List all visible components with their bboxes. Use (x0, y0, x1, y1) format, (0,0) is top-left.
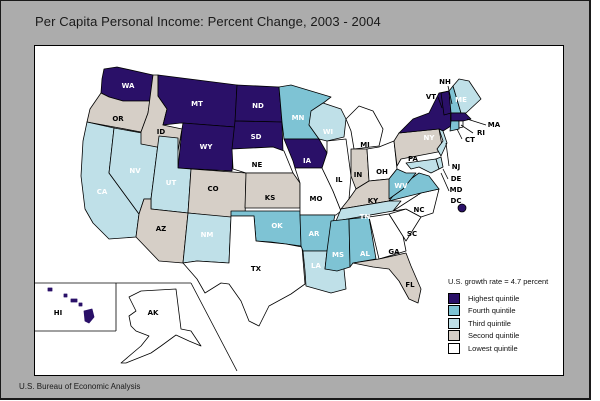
state-HI[interactable] (47, 287, 95, 324)
label-IA: IA (303, 157, 312, 165)
label-NH: NH (439, 78, 451, 86)
label-LA: LA (311, 262, 321, 270)
state-MA[interactable] (450, 112, 472, 122)
legend-heading: U.S. growth rate = 4.7 percent (448, 277, 549, 286)
legend-label: Highest quintile (468, 293, 520, 303)
state-KS[interactable] (244, 172, 301, 209)
label-AZ: AZ (156, 225, 167, 233)
label-CO: CO (207, 185, 218, 193)
label-GA: GA (388, 248, 400, 256)
label-VA: VA (418, 194, 429, 202)
state-WY[interactable] (177, 122, 236, 172)
label-ND: ND (252, 102, 264, 110)
state-MI[interactable] (345, 105, 384, 150)
label-KS: KS (265, 194, 275, 202)
us-map: WA OR CA ID NV MT WY UT AZ CO NM ND SD N… (34, 45, 564, 376)
label-PA: PA (408, 155, 418, 163)
label-ME: ME (455, 96, 467, 104)
ak-inset-border-diagonal (190, 282, 238, 372)
page-title: Per Capita Personal Income: Percent Chan… (35, 14, 381, 29)
label-NY: NY (424, 134, 436, 142)
state-CT[interactable] (449, 120, 460, 132)
legend-swatch-second (448, 330, 460, 342)
legend-item-fourth: Fourth quintile (448, 305, 548, 318)
state-DE[interactable] (435, 156, 444, 170)
state-WV[interactable] (388, 168, 417, 200)
legend-swatch-third (448, 317, 460, 329)
label-FL: FL (405, 281, 415, 289)
label-DE: DE (451, 175, 462, 183)
label-MD: MD (450, 186, 463, 194)
label-NV: NV (129, 167, 141, 175)
state-AK[interactable] (120, 288, 202, 364)
label-WY: WY (200, 143, 214, 151)
label-UT: UT (166, 179, 177, 187)
label-TN: TN (360, 213, 371, 221)
label-DC: DC (451, 197, 462, 205)
legend: U.S. growth rate = 4.7 percent Highest q… (448, 277, 548, 355)
state-GA[interactable] (368, 213, 407, 260)
label-OH: OH (376, 168, 388, 176)
legend-label: Lowest quintile (468, 343, 518, 353)
label-MA: MA (488, 121, 501, 129)
legend-swatch-fourth (448, 305, 460, 317)
label-RI: RI (477, 129, 485, 137)
label-KY: KY (368, 197, 379, 205)
label-MN: MN (292, 114, 305, 122)
label-NE: NE (252, 161, 263, 169)
legend-label: Third quintile (468, 318, 511, 328)
label-MO: MO (310, 195, 323, 203)
label-MT: MT (191, 100, 203, 108)
legend-item-lowest: Lowest quintile (448, 342, 548, 355)
state-NJ[interactable] (436, 128, 448, 157)
state-WI[interactable] (308, 102, 347, 142)
label-WI: WI (323, 128, 333, 136)
label-AL: AL (360, 250, 370, 258)
label-IN: IN (354, 171, 363, 179)
label-OR: OR (112, 115, 124, 123)
label-ID: ID (157, 128, 166, 136)
leader-lines (437, 85, 487, 192)
label-CT: CT (465, 136, 475, 144)
label-NM: NM (201, 231, 214, 239)
label-AK: AK (148, 309, 159, 317)
state-RI[interactable] (458, 120, 464, 129)
state-NE[interactable] (231, 146, 294, 174)
label-WV: WV (394, 182, 408, 190)
legend-item-third: Third quintile (448, 317, 548, 330)
label-IL: IL (335, 176, 343, 184)
state-FL[interactable] (352, 252, 422, 304)
state-TN[interactable] (335, 200, 402, 222)
legend-item-second: Second quintile (448, 330, 548, 343)
label-SC: SC (407, 230, 417, 238)
label-AR: AR (309, 230, 320, 238)
label-VT: VT (426, 93, 436, 101)
legend-swatch-highest (448, 292, 460, 304)
state-TX[interactable] (182, 215, 306, 327)
legend-item-highest: Highest quintile (448, 292, 548, 305)
label-SD: SD (251, 133, 262, 141)
label-MI: MI (360, 141, 370, 149)
legend-label: Second quintile (468, 331, 520, 341)
label-MS: MS (332, 251, 344, 259)
source-credit: U.S. Bureau of Economic Analysis (19, 382, 141, 391)
label-NC: NC (414, 206, 425, 214)
label-HI: HI (54, 309, 62, 317)
legend-label: Fourth quintile (468, 306, 516, 316)
label-CA: CA (97, 188, 108, 196)
label-OK: OK (271, 222, 283, 230)
label-WA: WA (122, 82, 135, 90)
label-TX: TX (251, 265, 262, 273)
state-DC[interactable] (457, 203, 467, 213)
legend-swatch-lowest (448, 342, 460, 354)
label-NJ: NJ (452, 163, 460, 171)
